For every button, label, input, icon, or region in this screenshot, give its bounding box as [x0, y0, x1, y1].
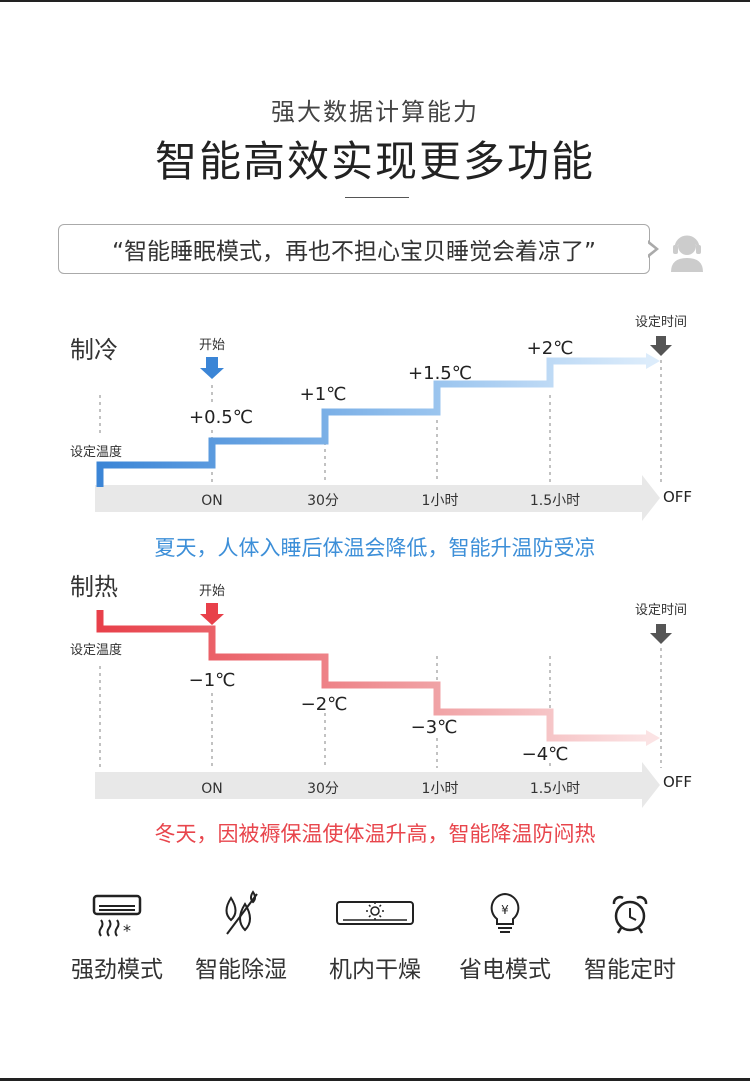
section-subtitle: 强大数据计算能力	[271, 98, 479, 126]
cooling-caption: 夏天，人体入睡后体温会降低，智能升温防受凉	[154, 536, 596, 560]
svg-text:¥: ¥	[501, 903, 509, 917]
heating-step-label: −2℃	[301, 694, 348, 715]
feature-power-save: ¥ 省电模式	[440, 890, 570, 984]
feature-label: 省电模式	[459, 957, 551, 983]
heating-set-temp-label: 设定温度	[70, 642, 122, 658]
heating-timeline-bar	[95, 762, 660, 808]
heating-step-arrow	[646, 730, 660, 746]
heating-step-label: −4℃	[522, 744, 569, 765]
cooling-time-label: ON	[201, 493, 223, 509]
cooling-set-temp-label: 设定温度	[70, 444, 122, 460]
feature-label: 智能除湿	[195, 957, 287, 983]
cooling-step-label: +1℃	[300, 384, 347, 405]
heating-step-label: −3℃	[411, 717, 458, 738]
cooling-step-line	[96, 357, 648, 487]
ac-strong-icon: *	[92, 894, 142, 940]
cooling-step-label: +0.5℃	[189, 407, 253, 428]
heating-time-label: 1小时	[422, 781, 459, 797]
heating-step-label: −1℃	[189, 670, 236, 691]
cooling-set-time-arrow-icon	[650, 336, 672, 356]
cooling-timeline-bar	[95, 475, 660, 521]
heating-step-line	[96, 610, 648, 742]
heating-time-label: ON	[201, 781, 223, 797]
quote-bubble: “智能睡眠模式，再也不担心宝贝睡觉会着凉了”	[58, 224, 650, 274]
feature-label: 智能定时	[584, 957, 676, 983]
quote-text: “智能睡眠模式，再也不担心宝贝睡觉会着凉了”	[112, 239, 596, 265]
heating-start-arrow-icon	[200, 603, 224, 625]
alarm-clock-icon	[612, 895, 648, 934]
cooling-set-time-label: 设定时间	[635, 315, 687, 330]
heating-caption: 冬天，因被褥保温使体温升高，智能降温防闷热	[154, 822, 596, 846]
heating-gridlines	[99, 648, 662, 768]
dehumidify-icon	[225, 890, 258, 935]
feature-label: 强劲模式	[71, 957, 163, 983]
heating-start-label: 开始	[199, 584, 225, 599]
power-save-icon: ¥	[490, 892, 520, 933]
cooling-step-arrow	[646, 353, 660, 369]
feature-internal-dry: 机内干燥	[310, 890, 440, 984]
top-border	[0, 0, 750, 2]
cooling-start-arrow-icon	[200, 357, 224, 379]
customer-service-icon	[671, 235, 703, 272]
heating-set-time-label: 设定时间	[635, 603, 687, 618]
cooling-step-label: +2℃	[527, 338, 574, 359]
cooling-mode-label: 制冷	[70, 336, 118, 364]
feature-label: 机内干燥	[329, 957, 421, 983]
heating-mode-label: 制热	[70, 573, 118, 601]
feature-smart-timer: 智能定时	[565, 890, 695, 984]
heating-time-label: 30分	[307, 781, 339, 797]
feature-dehumidify: 智能除湿	[176, 890, 306, 984]
cooling-start-label: 开始	[199, 338, 225, 353]
ac-dry-icon	[336, 901, 414, 925]
cooling-time-label: 1.5小时	[530, 493, 580, 509]
cooling-time-label: 1小时	[422, 493, 459, 509]
cooling-time-label: 30分	[307, 493, 339, 509]
feature-strong-mode: * 强劲模式	[52, 890, 182, 984]
cooling-off-label: OFF	[663, 488, 692, 506]
svg-text:*: *	[123, 921, 131, 940]
heating-time-label: 1.5小时	[530, 781, 580, 797]
bottom-border	[0, 1078, 750, 1081]
section-title: 智能高效实现更多功能	[154, 137, 595, 186]
title-divider	[345, 197, 409, 198]
heating-set-time-arrow-icon	[650, 624, 672, 644]
cooling-chart: 制冷 设定温度 开始 设定时间 +0.5℃ +1℃ +1.5℃ +2℃ ON 3…	[70, 315, 692, 521]
heating-chart: 制热 设定温度 开始 设定时间 −1℃ −2℃ −3℃ −4℃ ON 30分 1…	[70, 573, 692, 808]
heating-off-label: OFF	[663, 773, 692, 791]
cooling-step-label: +1.5℃	[408, 363, 472, 384]
